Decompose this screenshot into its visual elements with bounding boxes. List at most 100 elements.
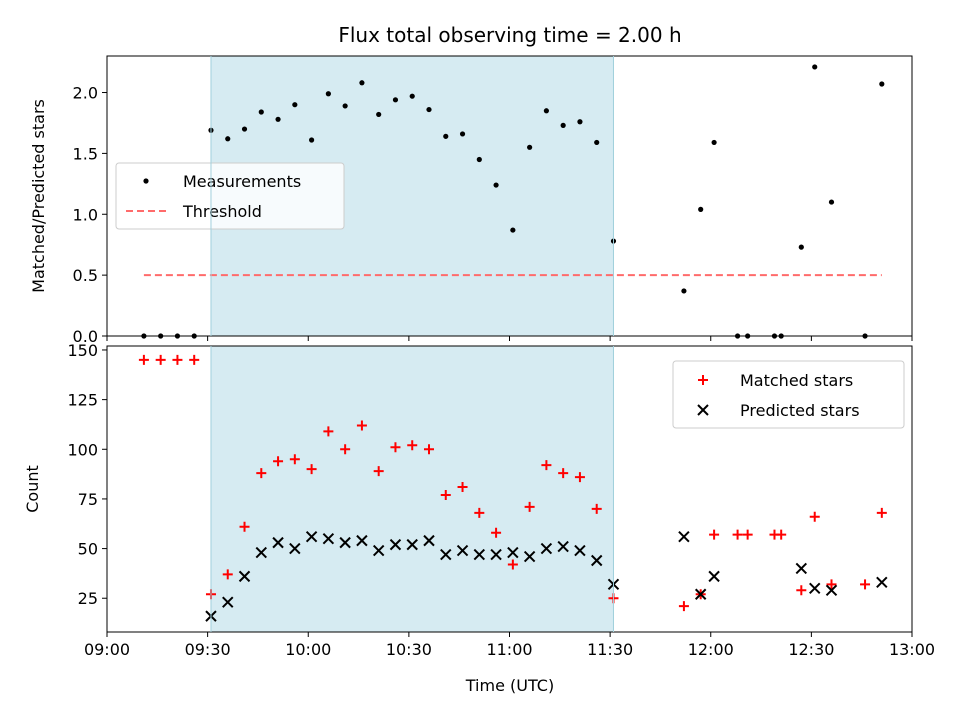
matched-star-point <box>826 579 837 590</box>
predicted-star-point <box>574 544 586 557</box>
measurement-point <box>510 227 516 233</box>
measurement-point <box>409 93 415 99</box>
top-y-axis-label: Matched/Predicted stars <box>29 99 48 293</box>
measurement-point <box>577 119 583 125</box>
measurement-point <box>376 111 382 118</box>
matched-star-point <box>340 444 351 455</box>
matched-star-point <box>809 511 820 522</box>
x-tick-label: 11:30 <box>587 640 633 659</box>
top-legend: Measurements Threshold <box>115 162 345 230</box>
matched-star-point <box>222 569 233 580</box>
measurement-point <box>241 126 248 132</box>
predicted-star-point <box>591 554 603 567</box>
predicted-star-point <box>795 562 808 575</box>
bottom-y-ticks: 25 50 75 100 125 150 <box>67 341 107 608</box>
bottom-axes-frame <box>106 345 913 633</box>
measurement-point <box>560 122 566 128</box>
matched-star-point <box>189 354 200 365</box>
predicted-star-point <box>809 582 821 595</box>
matched-star-point <box>306 464 317 475</box>
bottom-panel: 25 50 75 100 125 150 09:00 09:30 10:00 10:30 11:0… <box>23 341 935 659</box>
matched-star-point <box>424 444 434 455</box>
predicted-star-point <box>678 530 690 543</box>
predicted-star-point <box>490 548 502 561</box>
predicted-star-point <box>825 584 838 596</box>
y-tick-label: 25 <box>78 589 98 608</box>
matched-star-point <box>323 426 334 437</box>
matched-star-point <box>507 559 518 570</box>
matched-star-point <box>289 454 300 465</box>
predicted-star-point <box>507 546 519 559</box>
matched-star-point <box>256 468 267 479</box>
predicted-star-point <box>389 538 402 551</box>
y-tick-label: 100 <box>67 440 98 459</box>
y-tick-label: 75 <box>78 490 98 509</box>
legend-matched-marker <box>698 375 708 385</box>
matched-star-point <box>558 468 569 479</box>
predicted-star-point <box>876 576 888 589</box>
legend-predicted-label: Predicted stars <box>740 401 860 420</box>
x-tick-label: 09:30 <box>185 640 231 659</box>
matched-star-point <box>172 354 183 365</box>
legend-box <box>115 162 345 230</box>
measurement-point <box>711 139 717 146</box>
y-tick-label: 150 <box>67 341 98 360</box>
predicted-star-point <box>289 542 301 555</box>
chart-title: Flux total observing time = 2.00 h <box>338 23 681 47</box>
legend-threshold-label: Threshold <box>182 202 262 221</box>
predicted-star-point <box>356 534 368 547</box>
legend-matched-label: Matched stars <box>740 371 853 390</box>
matched-star-point <box>239 521 250 532</box>
matched-star-point <box>373 466 384 477</box>
x-tick-label: 09:00 <box>84 640 130 659</box>
measurement-point <box>543 108 549 114</box>
measurement-point <box>359 80 365 86</box>
matched-star-point <box>407 440 418 451</box>
matched-star-point <box>138 354 149 365</box>
matched-star-point <box>356 420 367 431</box>
measurement-point <box>292 102 298 108</box>
matched-star-point <box>732 529 743 540</box>
measurement-point <box>325 91 331 97</box>
predicted-star-point <box>557 540 569 553</box>
top-panel: 0.00.51.01.52.0 Matched/Predicted stars … <box>29 55 913 346</box>
top-x-ticks <box>106 336 913 341</box>
matched-star-point <box>155 354 166 365</box>
predicted-star-point <box>406 538 418 551</box>
predicted-star-point <box>694 588 707 600</box>
measurement-point <box>493 182 499 188</box>
top-y-ticks: 0.0 0.5 1.0 1.5 2.0 <box>73 84 107 346</box>
measurement-point <box>459 131 466 137</box>
matched-star-point <box>440 489 451 500</box>
predicted-star-point <box>339 536 351 549</box>
predicted-star-point <box>473 548 486 561</box>
measurement-point <box>342 103 348 109</box>
bottom-y-axis-label: Count <box>23 465 42 513</box>
matched-star-point <box>742 529 753 540</box>
matched-star-point <box>574 472 585 483</box>
top-axes-frame <box>106 55 913 337</box>
y-tick-label: 2.0 <box>73 84 98 103</box>
y-tick-label: 0.0 <box>73 327 98 346</box>
y-tick-label: 1.5 <box>73 144 98 163</box>
measurement-point <box>476 156 482 163</box>
predicted-star-point <box>255 546 267 559</box>
measurement-point <box>828 199 835 205</box>
measurement-point <box>698 206 704 212</box>
y-tick-label: 0.5 <box>73 266 98 285</box>
x-tick-label: 10:00 <box>285 640 331 659</box>
matched-star-point <box>491 527 502 538</box>
predicted-star-point <box>305 530 318 543</box>
measurement-point <box>594 139 600 146</box>
predicted-star-point <box>423 534 435 547</box>
y-tick-label: 1.0 <box>73 205 98 224</box>
y-tick-label: 125 <box>67 391 98 410</box>
predicted-star-point <box>238 570 251 583</box>
matched-star-point <box>860 579 871 590</box>
bottom-observing-interval <box>210 346 614 632</box>
predicted-star-point <box>222 596 234 608</box>
x-tick-label: 12:00 <box>688 640 734 659</box>
matched-star-point <box>709 529 720 540</box>
matched-star-point <box>678 601 689 612</box>
